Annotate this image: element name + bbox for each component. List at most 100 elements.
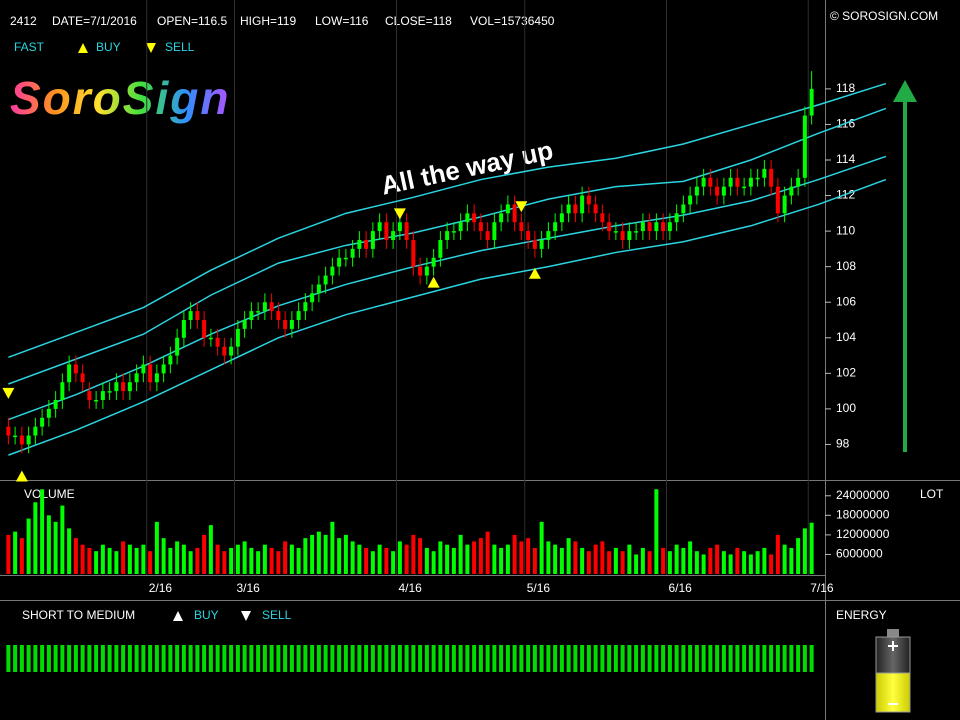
buy-signal — [427, 276, 440, 288]
volume-bar — [674, 544, 679, 574]
channel-band — [8, 82, 887, 359]
candle-body — [6, 426, 11, 436]
volume-bar — [391, 551, 396, 574]
indicator-bar — [114, 645, 119, 672]
indicator-bar — [559, 645, 564, 672]
y-tick-label: 100 — [836, 401, 856, 415]
candle-body — [789, 186, 794, 196]
volume-bar — [796, 538, 801, 574]
volume-bar — [242, 541, 247, 574]
candle-body — [121, 382, 126, 392]
indicator-sell-icon — [241, 611, 251, 621]
candle-body — [397, 222, 402, 232]
indicator-bar — [337, 645, 342, 672]
indicator-bar — [451, 645, 456, 672]
indicator-bar — [188, 645, 193, 672]
candle-body — [127, 382, 132, 392]
volume-bar — [222, 551, 227, 574]
indicator-bar — [566, 645, 571, 672]
volume-bar — [215, 544, 220, 574]
volume-bar — [350, 541, 355, 574]
indicator-bar — [438, 645, 443, 672]
candle-body — [539, 240, 544, 249]
volume-bar — [161, 538, 166, 574]
battery-signs — [888, 641, 898, 705]
volume-bar — [87, 547, 92, 574]
indicator-bar — [276, 645, 281, 672]
candle-body — [195, 311, 200, 320]
candle-body — [418, 266, 423, 276]
volume-tick-label: 24000000 — [836, 488, 890, 502]
volume-tick-label: 18000000 — [836, 508, 890, 522]
volume-bar — [154, 521, 159, 574]
candle-body — [26, 435, 31, 445]
x-tick-label: 7/16 — [810, 581, 834, 595]
buy-signal — [15, 470, 28, 482]
volume-bar — [478, 538, 483, 574]
volume-bar — [553, 544, 558, 574]
indicator-buy: BUY — [194, 608, 219, 622]
volume-bar — [141, 544, 146, 574]
indicator-bar — [377, 645, 382, 672]
candle-body — [330, 266, 335, 276]
indicator-bar — [195, 645, 200, 672]
indicator-bar — [762, 645, 767, 672]
candle-body — [458, 222, 463, 232]
volume-bar — [397, 541, 402, 574]
candle-body — [256, 311, 261, 313]
volume-bar — [708, 547, 713, 574]
volume-bar — [438, 541, 443, 574]
y-tick-label: 104 — [836, 330, 856, 344]
volume-bar — [202, 534, 207, 574]
volume-bar — [114, 551, 119, 574]
candle-body — [492, 222, 497, 240]
indicator-bar — [391, 645, 396, 672]
candle-body — [229, 346, 234, 356]
candle-body — [134, 373, 139, 383]
y-tick-label: 110 — [836, 223, 855, 237]
candle-body — [249, 311, 254, 320]
indicator-bar — [235, 645, 240, 672]
volume-bar — [134, 547, 139, 574]
candle-body — [107, 391, 112, 393]
indicator-bar — [593, 645, 598, 672]
indicator-bar — [721, 645, 726, 672]
candle-body — [451, 231, 456, 233]
candle-body — [154, 373, 159, 383]
volume-bar — [337, 538, 342, 574]
indicator-bar — [100, 645, 105, 672]
volume-bar — [289, 544, 294, 574]
indicator-bar — [60, 645, 65, 672]
indicator-bar — [688, 645, 693, 672]
candle-body — [573, 204, 578, 214]
indicator-sell: SELL — [262, 608, 292, 622]
indicator-bar — [472, 645, 477, 672]
candle-body — [742, 186, 747, 189]
volume-bar — [667, 551, 672, 574]
volume-bar — [789, 547, 794, 574]
candle-body — [215, 337, 220, 347]
volume-bar — [681, 547, 686, 574]
candle-body — [499, 213, 504, 223]
volume-unit: LOT — [920, 487, 944, 501]
volume-bar — [316, 531, 321, 574]
indicator-bar — [364, 645, 369, 672]
volume-bar — [296, 547, 301, 574]
x-tick-label: 5/16 — [527, 581, 551, 595]
candle-body — [276, 311, 281, 320]
indicator-bar — [397, 645, 402, 672]
volume-bar — [310, 534, 315, 574]
indicator-bar — [742, 645, 747, 672]
candle-body — [87, 391, 92, 400]
indicator-bar — [431, 645, 436, 672]
volume-bar — [94, 551, 99, 574]
indicator-bar — [249, 645, 254, 672]
indicator-bar — [782, 645, 787, 672]
candle-body — [613, 231, 618, 233]
indicator-bar — [532, 645, 537, 672]
volume-bar — [728, 554, 733, 574]
candle-body — [580, 195, 585, 214]
volume-bar — [67, 528, 72, 574]
